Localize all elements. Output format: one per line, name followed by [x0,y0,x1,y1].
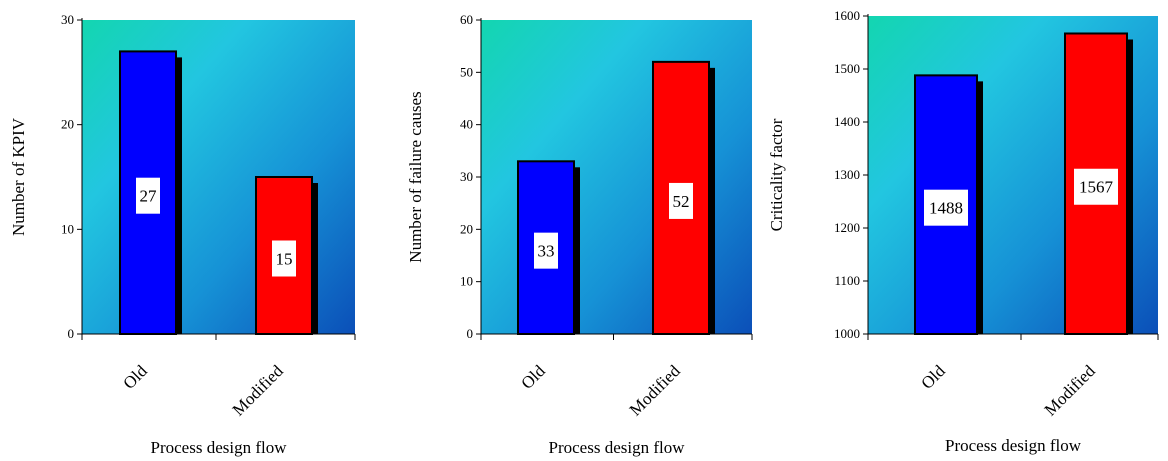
y-tick-label-3: 1400 [834,114,860,129]
y-tick-label-1: 30 [61,12,74,27]
bar-modified-2 [652,60,710,335]
value-label-1: 15 [276,250,293,269]
value-label-box-1 [136,177,160,214]
y-tick-label-3: 1500 [834,61,860,76]
y-tick-label-3: 1600 [834,8,860,23]
y-tick-label-2: 50 [460,64,473,79]
x-axis-title-1: Process design flow [151,438,288,457]
x-axis-title-2: Process design flow [549,438,686,457]
value-label-box-2 [669,182,693,219]
y-axis-title-2: Number of failure causes [406,91,425,262]
value-label-3: 1567 [1079,178,1114,197]
value-label-box-2 [534,232,558,269]
x-category-label-3: Old [917,361,949,393]
y-tick-label-1: 10 [61,221,74,236]
chart-3: 1000 1100 1200 1300 1400 1500 1600 1488 Old 1567 M… [767,8,1159,455]
y-tick-label-2: 40 [460,117,473,132]
value-label-2: 33 [538,242,555,261]
y-tick-label-2: 20 [460,221,473,236]
y-tick-label-3: 1300 [834,167,860,182]
y-tick-label-2: 30 [460,169,473,184]
value-label-1: 27 [140,187,158,206]
x-category-label-2: Modified [626,361,685,420]
chart-2: 0 10 20 30 40 50 60 33 Old 52 Modified Number of fa… [406,12,753,457]
value-label-box-1 [272,240,296,277]
y-tick-label-2: 60 [460,12,473,27]
y-tick-label-2: 10 [460,274,473,289]
value-label-3: 1488 [929,199,963,218]
x-category-label-2: Old [517,361,549,393]
y-tick-label-3: 1000 [834,326,860,341]
y-tick-label-2: 0 [467,326,474,341]
x-axis-title-3: Process design flow [945,436,1082,455]
y-tick-label-1: 0 [68,326,75,341]
y-axis-title-3: Criticality factor [767,118,786,231]
chart-1: 0 10 20 30 27 Old 15 Modified Number of KPIV Proc… [9,12,356,457]
y-tick-label-3: 1100 [834,273,860,288]
value-label-box-3 [1074,168,1118,205]
y-axis-title-1: Number of KPIV [9,117,28,236]
x-category-label-1: Old [119,361,151,393]
x-category-label-1: Modified [229,361,288,420]
y-tick-label-3: 1200 [834,220,860,235]
y-tick-label-1: 20 [61,117,74,132]
x-category-label-3: Modified [1041,361,1100,420]
value-label-box-3 [924,189,968,226]
value-label-2: 52 [673,192,690,211]
